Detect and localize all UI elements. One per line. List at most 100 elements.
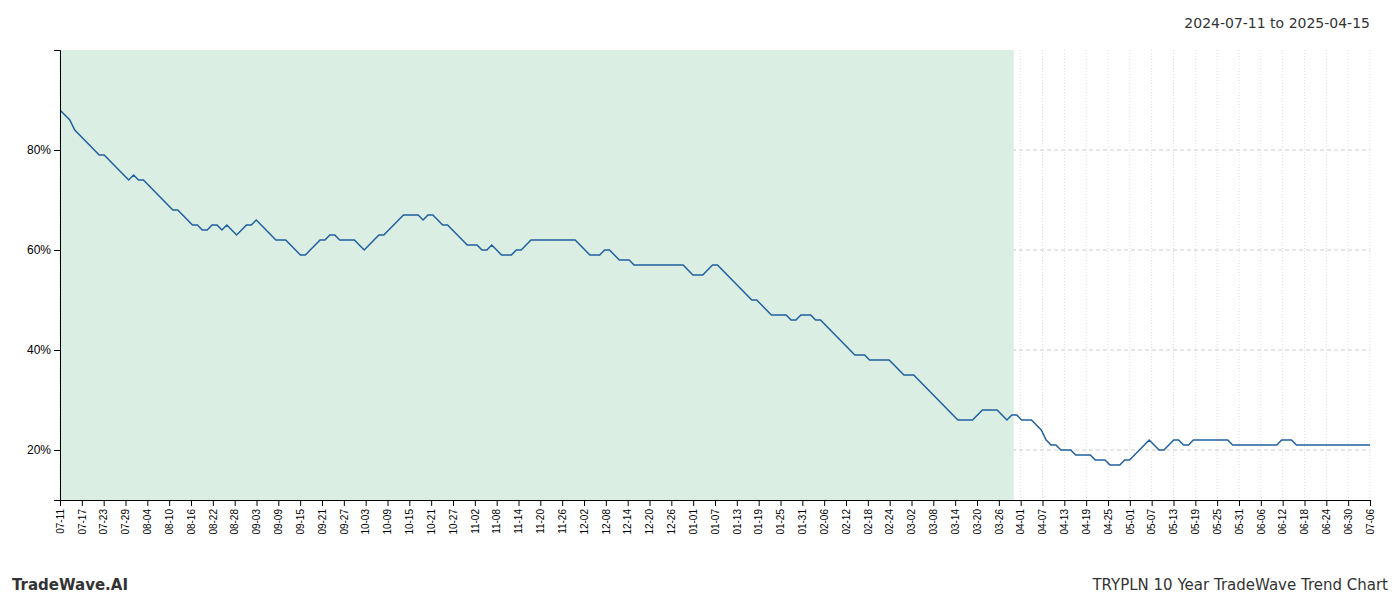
- x-tick: 03-02: [906, 500, 917, 535]
- x-tick-mark: [562, 500, 563, 506]
- y-axis: 20%40%60%80%: [27, 51, 61, 501]
- x-tick-mark: [650, 500, 651, 506]
- x-tick: 10-03: [360, 500, 371, 535]
- x-tick: 07-06: [1365, 500, 1376, 535]
- x-tick-mark: [1217, 500, 1218, 506]
- x-tick-label: 11-08: [491, 509, 502, 534]
- grid-line-x: [1064, 50, 1065, 500]
- x-tick-mark: [737, 500, 738, 506]
- x-tick-mark: [169, 500, 170, 506]
- x-tick-mark: [1261, 500, 1262, 506]
- grid-line-x: [1370, 50, 1371, 500]
- x-tick-label: 04-19: [1081, 509, 1092, 535]
- x-tick-mark: [519, 500, 520, 506]
- x-tick: 05-19: [1190, 500, 1201, 535]
- x-tick-mark: [540, 500, 541, 506]
- x-tick-mark: [933, 500, 934, 506]
- x-tick-label: 02-06: [819, 509, 830, 535]
- x-tick-mark: [715, 500, 716, 506]
- grid-line-x: [1173, 50, 1174, 500]
- x-tick-label: 08-28: [229, 509, 240, 535]
- x-tick-label: 12-08: [601, 509, 612, 535]
- x-tick-mark: [846, 500, 847, 506]
- line: [60, 110, 1370, 465]
- x-tick-mark: [82, 500, 83, 506]
- x-tick-mark: [257, 500, 258, 506]
- x-tick-label: 02-12: [841, 509, 852, 535]
- x-axis-line: [61, 501, 1371, 507]
- x-tick: 09-09: [273, 500, 284, 535]
- x-tick-label: 09-09: [273, 509, 284, 535]
- x-tick: 08-22: [208, 500, 219, 535]
- x-tick-label: 12-02: [579, 509, 590, 535]
- x-tick: 12-14: [622, 500, 633, 535]
- y-tick: 20%: [27, 443, 60, 457]
- x-tick-mark: [1283, 500, 1284, 506]
- x-tick-label: 11-20: [535, 509, 546, 534]
- x-tick: 06-06: [1256, 500, 1267, 535]
- annotation: TradeWave.AI: [12, 576, 128, 594]
- x-tick: 05-01: [1125, 500, 1136, 535]
- x-tick-label: 06-06: [1256, 509, 1267, 535]
- x-tick: 03-08: [928, 500, 939, 535]
- x-tick: 06-30: [1343, 500, 1354, 535]
- x-tick-mark: [606, 500, 607, 506]
- x-tick-mark: [977, 500, 978, 506]
- x-tick: 10-21: [426, 500, 437, 535]
- x-tick-mark: [497, 500, 498, 506]
- x-tick: 06-12: [1277, 500, 1288, 535]
- shaded-span: [60, 50, 1014, 500]
- x-tick-label: 10-03: [360, 509, 371, 535]
- x-tick-mark: [1130, 500, 1131, 506]
- x-tick: 09-21: [317, 500, 328, 535]
- x-tick-mark: [890, 500, 891, 506]
- x-tick: 07-23: [98, 500, 109, 535]
- x-tick: 05-13: [1168, 500, 1179, 535]
- grid-line-x: [1195, 50, 1196, 500]
- x-tick-mark: [671, 500, 672, 506]
- x-tick-label: 11-26: [557, 509, 568, 534]
- plot-area: 20%40%60%80%07-1107-1707-2307-2908-0408-…: [27, 50, 1376, 535]
- x-tick: 09-15: [295, 500, 306, 535]
- x-tick-label: 04-13: [1059, 509, 1070, 535]
- x-tick: 12-20: [644, 500, 655, 535]
- x-tick: 11-08: [491, 500, 502, 534]
- grid: [60, 50, 1370, 500]
- x-tick: 11-02: [470, 500, 481, 534]
- x-tick-label: 07-29: [120, 509, 131, 535]
- x-tick-label: 07-17: [77, 509, 88, 535]
- data-layer: [60, 50, 1370, 500]
- x-tick-label: 08-10: [164, 509, 175, 535]
- x-tick-mark: [409, 500, 410, 506]
- chart: 20%40%60%80%07-1107-1707-2307-2908-0408-…: [0, 0, 1400, 600]
- grid-line-x: [1108, 50, 1109, 500]
- x-tick-label: 11-02: [470, 509, 481, 534]
- x-tick-label: 01-01: [688, 509, 699, 535]
- x-tick: 02-12: [841, 500, 852, 535]
- x-tick: 12-08: [601, 500, 612, 535]
- x-tick-label: 09-15: [295, 509, 306, 535]
- y-tick: 60%: [27, 243, 60, 257]
- x-tick-mark: [453, 500, 454, 506]
- x-tick-label: 06-30: [1343, 509, 1354, 535]
- x-tick-mark: [628, 500, 629, 506]
- y-axis-line: [54, 51, 61, 501]
- x-tick-label: 12-26: [666, 509, 677, 535]
- x-tick: 02-24: [884, 500, 895, 535]
- grid-line-x: [1304, 50, 1305, 500]
- x-tick-label: 01-07: [710, 509, 721, 535]
- x-tick-mark: [475, 500, 476, 506]
- grid-line-x: [1326, 50, 1327, 500]
- y-tick-mark: [54, 250, 60, 251]
- x-tick: 08-10: [164, 500, 175, 535]
- grid-line-x: [1151, 50, 1152, 500]
- x-tick-label: 03-08: [928, 509, 939, 535]
- x-tick-mark: [300, 500, 301, 506]
- x-tick: 11-14: [513, 500, 524, 534]
- x-tick-label: 05-31: [1234, 509, 1245, 535]
- x-tick-mark: [147, 500, 148, 506]
- x-axis: 07-1107-1707-2307-2908-0408-1008-1608-22…: [55, 500, 1376, 535]
- x-tick: 04-13: [1059, 500, 1070, 535]
- x-tick: 03-20: [972, 500, 983, 535]
- y-tick-mark: [54, 150, 60, 151]
